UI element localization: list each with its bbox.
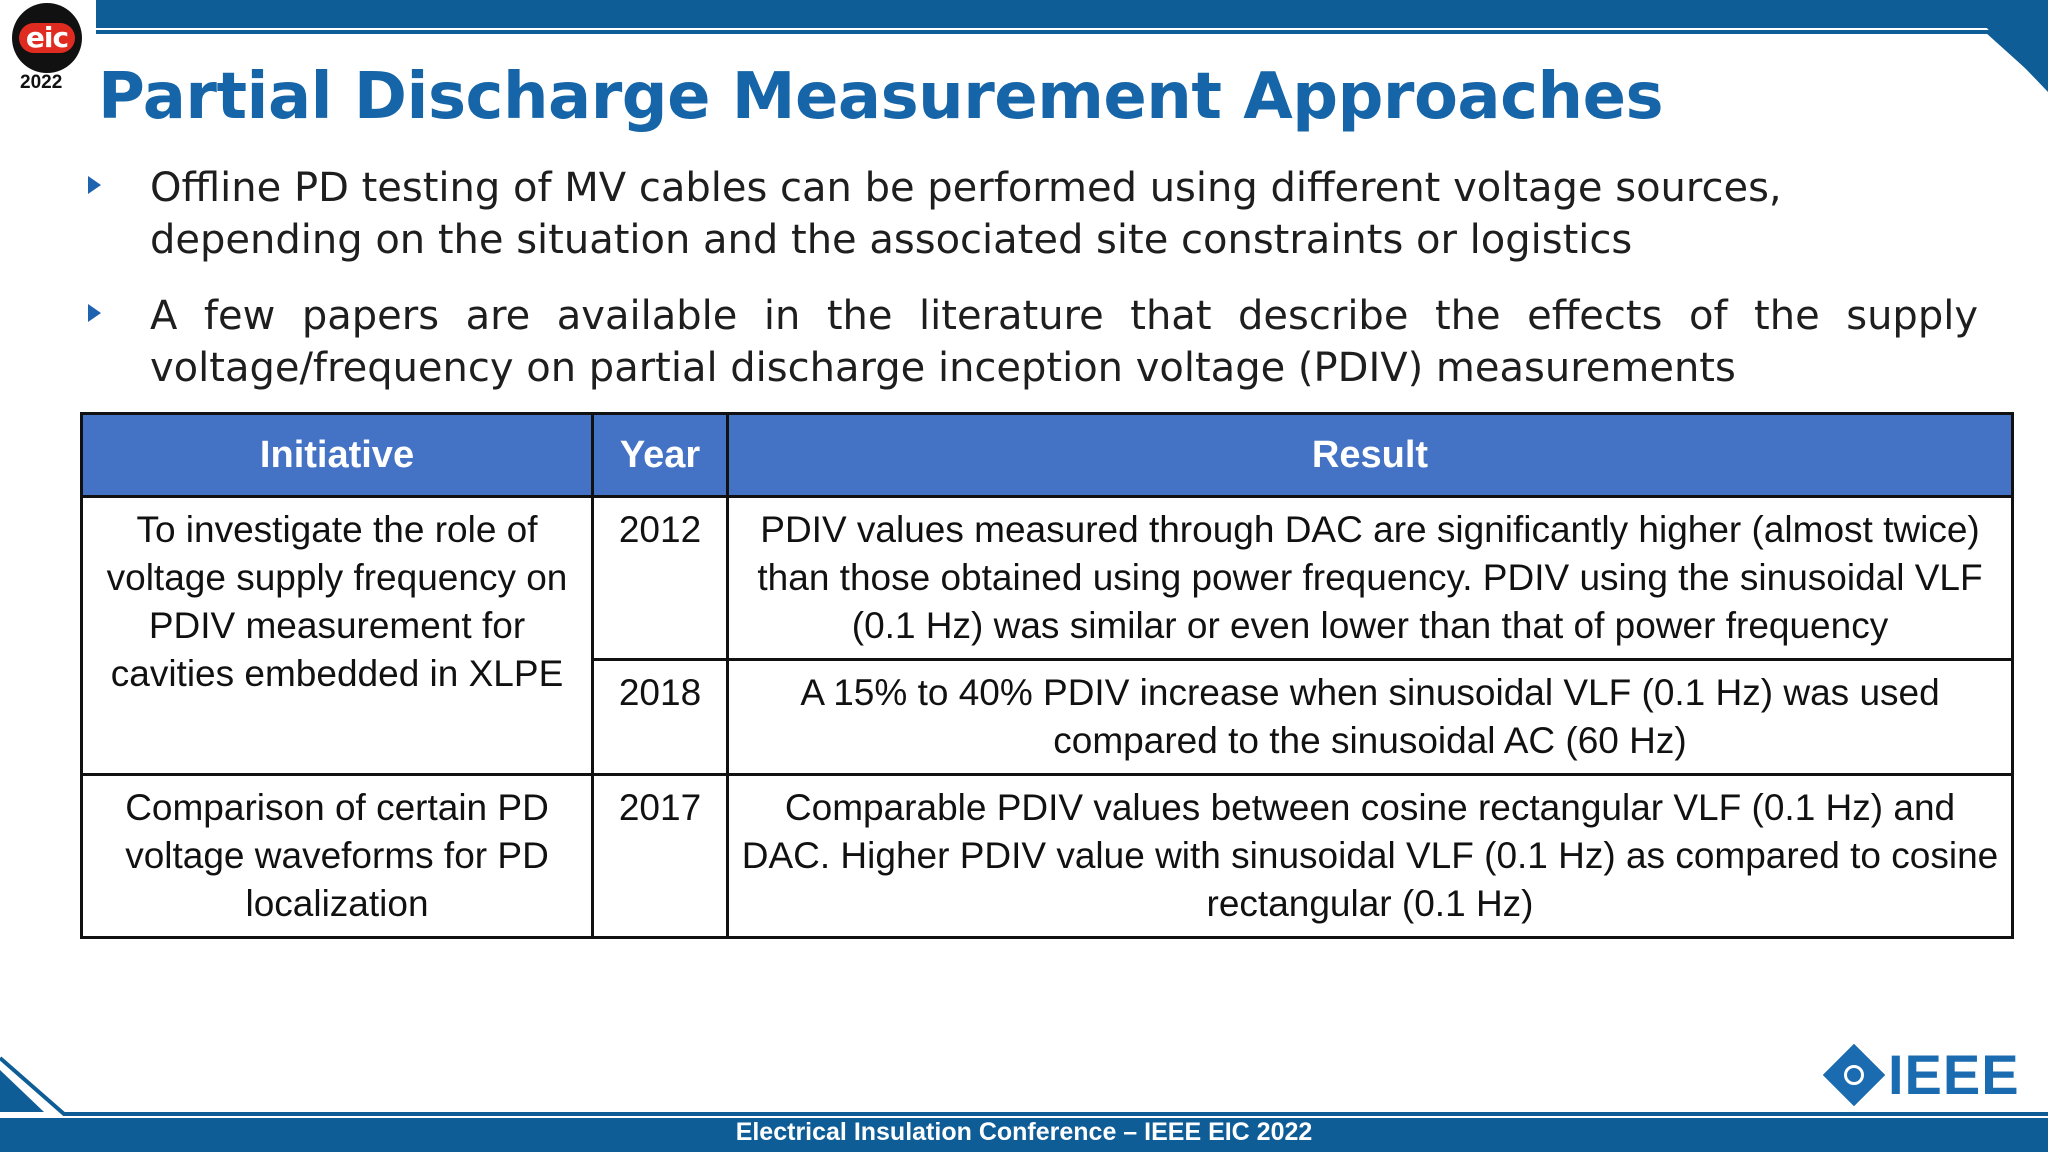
- bullet-text-1: Offline PD testing of MV cables can be p…: [150, 165, 1782, 263]
- bottom-decorative-band: [0, 1056, 2048, 1152]
- bullet-text-2: A few papers are available in the litera…: [150, 293, 1978, 391]
- cell-result: PDIV values measured through DAC are sig…: [726, 495, 2014, 661]
- cell-result: Comparable PDIV values between cosine re…: [726, 773, 2014, 939]
- ieee-logo: IEEE: [1822, 1042, 2020, 1107]
- cell-year: 2017: [591, 773, 729, 939]
- header-initiative: Initiative: [80, 412, 594, 498]
- cell-initiative: Comparison of certain PD voltage wavefor…: [80, 773, 594, 939]
- cell-result: A 15% to 40% PDIV increase when sinusoid…: [726, 658, 2014, 776]
- table-row: 2018 A 15% to 40% PDIV increase when sin…: [82, 658, 2014, 776]
- ieee-diamond-icon: [1822, 1043, 1886, 1106]
- header-year: Year: [591, 412, 729, 498]
- triangle-bullet-icon: [88, 176, 101, 194]
- cell-year: 2012: [591, 495, 729, 661]
- table-header-row: Initiative Year Result: [80, 412, 2014, 498]
- header-result: Result: [726, 412, 2014, 498]
- cell-year: 2018: [591, 658, 729, 776]
- eic-logo-mark: eic: [19, 23, 75, 53]
- table-row: Comparison of certain PD voltage wavefor…: [80, 773, 2014, 939]
- literature-table: Initiative Year Result To investigate th…: [80, 412, 2014, 939]
- ieee-logo-text: IEEE: [1888, 1043, 2020, 1106]
- cell-initiative: To investigate the role of voltage suppl…: [80, 495, 594, 776]
- eic-logo: eic: [12, 3, 82, 73]
- bullet-point-1: Offline PD testing of MV cables can be p…: [88, 162, 1978, 266]
- footer-text: Electrical Insulation Conference – IEEE …: [735, 1118, 1313, 1146]
- eic-logo-year: 2022: [20, 72, 63, 93]
- table-row: To investigate the role of voltage suppl…: [80, 495, 2014, 776]
- slide-title: Partial Discharge Measurement Approaches: [98, 60, 1664, 134]
- top-decorative-band: [96, 0, 2048, 92]
- bullet-point-2: A few papers are available in the litera…: [88, 290, 1978, 394]
- triangle-bullet-icon: [88, 304, 101, 322]
